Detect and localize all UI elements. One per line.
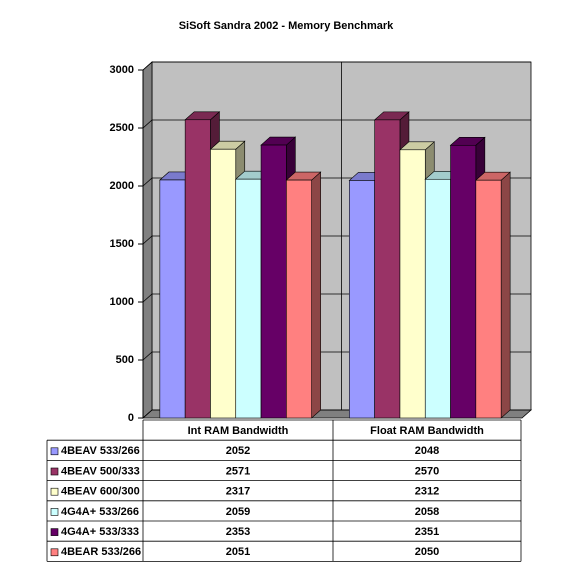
table-value: 2353 <box>226 526 250 538</box>
legend-swatch <box>50 548 59 557</box>
x-tick-label: Int RAM Bandwidth <box>188 425 289 437</box>
legend-swatch <box>50 508 59 516</box>
legend-swatch <box>50 447 59 456</box>
table-value: 2059 <box>226 506 250 518</box>
y-tick-label: 3000 <box>110 64 134 76</box>
bar <box>210 148 237 419</box>
legend-swatch <box>50 528 59 536</box>
table-value: 2050 <box>415 546 439 558</box>
y-tick-label: 0 <box>128 412 134 424</box>
legend-swatch <box>50 467 59 476</box>
bar <box>374 119 401 419</box>
bar <box>475 179 502 419</box>
y-tick-label: 2000 <box>110 180 134 192</box>
y-tick-label: 2500 <box>110 122 134 134</box>
y-tick-label: 1500 <box>110 238 134 250</box>
legend-label: 4G4A+ 533/266 <box>61 506 139 518</box>
bar <box>159 179 186 419</box>
legend-label: 4G4A+ 533/333 <box>61 526 139 538</box>
bar <box>424 178 451 419</box>
legend-label: 4BEAV 533/266 <box>61 445 140 457</box>
table-value: 2571 <box>226 465 250 477</box>
bar <box>399 149 426 419</box>
bar <box>235 178 262 419</box>
table-value: 2317 <box>226 486 250 498</box>
table-value: 2312 <box>415 486 439 498</box>
bar <box>349 180 375 419</box>
bar <box>286 179 312 419</box>
table-value: 2051 <box>226 546 250 558</box>
legend-label: 4BEAR 533/266 <box>61 546 141 558</box>
bar-side <box>500 171 511 419</box>
table-value: 2058 <box>415 506 439 518</box>
bar-side <box>311 171 321 419</box>
table-value: 2052 <box>226 445 250 457</box>
y-tick-label: 500 <box>116 354 134 366</box>
table-value: 2570 <box>415 465 439 477</box>
legend-label: 4BEAV 600/300 <box>61 486 140 498</box>
bar <box>260 144 287 419</box>
bar <box>184 119 211 419</box>
table-value: 2048 <box>415 445 439 457</box>
table-value: 2351 <box>415 526 439 538</box>
legend-swatch <box>50 487 59 496</box>
legend-label: 4BEAV 500/333 <box>61 465 140 477</box>
bar <box>450 144 477 419</box>
grid-line <box>142 61 531 71</box>
x-tick-label: Float RAM Bandwidth <box>370 425 484 437</box>
chart-title: SiSoft Sandra 2002 - Memory Benchmark <box>179 20 394 32</box>
y-tick-label: 1000 <box>110 296 134 308</box>
